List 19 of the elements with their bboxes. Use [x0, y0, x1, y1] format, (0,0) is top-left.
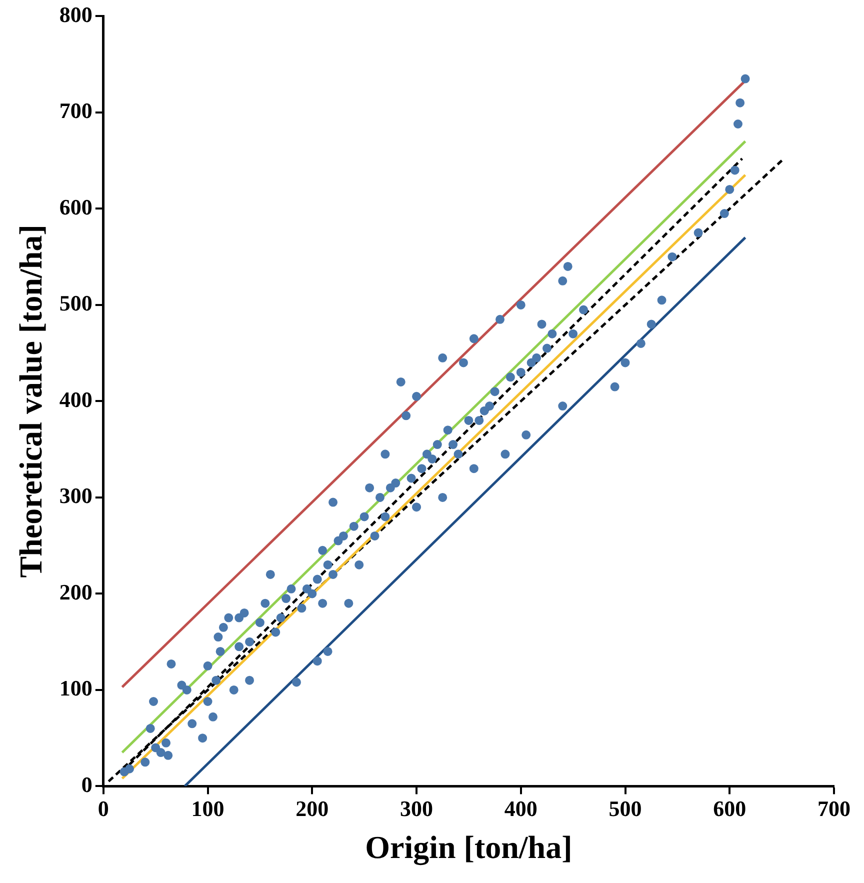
- y-tick-label: 100: [59, 676, 92, 701]
- x-tick-label: 700: [818, 796, 850, 822]
- y-tick-label: 200: [59, 579, 92, 604]
- x-tick-label: 400: [504, 796, 538, 822]
- x-tick-label: 0: [98, 796, 109, 822]
- y-tick-label: 700: [59, 98, 92, 124]
- y-tick-label: 500: [59, 290, 92, 316]
- y-tick-label: 400: [59, 386, 92, 412]
- y-tick-label: 800: [59, 2, 92, 27]
- x-tick-label: 300: [400, 796, 434, 822]
- y-tick-label: 600: [59, 194, 92, 220]
- y-axis-title: Theoretical value [ton/ha]: [12, 224, 48, 578]
- x-tick-label: 200: [296, 796, 329, 822]
- y-tick-label: 300: [59, 483, 92, 508]
- x-axis-title: Origin [ton/ha]: [365, 829, 572, 866]
- x-tick-label: 100: [191, 796, 224, 822]
- x-tick-label: 500: [608, 796, 642, 822]
- y-tick-label: 0: [81, 772, 92, 797]
- x-tick-label: 600: [713, 796, 746, 822]
